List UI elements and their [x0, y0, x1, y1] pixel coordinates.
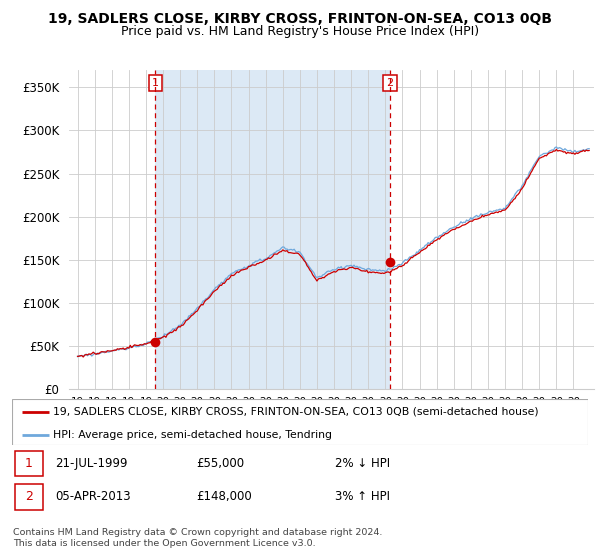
Text: 2: 2 — [25, 491, 32, 503]
Text: 3% ↑ HPI: 3% ↑ HPI — [335, 491, 389, 503]
Text: 05-APR-2013: 05-APR-2013 — [55, 491, 131, 503]
Bar — [15, 484, 43, 510]
Text: 1: 1 — [152, 78, 159, 88]
Bar — [15, 451, 43, 477]
Text: 1: 1 — [25, 457, 32, 470]
Text: 21-JUL-1999: 21-JUL-1999 — [55, 457, 128, 470]
Text: 2% ↓ HPI: 2% ↓ HPI — [335, 457, 389, 470]
Bar — [155, 70, 390, 389]
Text: This data is licensed under the Open Government Licence v3.0.: This data is licensed under the Open Gov… — [13, 539, 316, 548]
Text: Price paid vs. HM Land Registry's House Price Index (HPI): Price paid vs. HM Land Registry's House … — [121, 25, 479, 38]
Text: HPI: Average price, semi-detached house, Tendring: HPI: Average price, semi-detached house,… — [53, 430, 332, 440]
Text: 2: 2 — [386, 78, 394, 88]
Text: Contains HM Land Registry data © Crown copyright and database right 2024.: Contains HM Land Registry data © Crown c… — [13, 528, 383, 536]
Text: 19, SADLERS CLOSE, KIRBY CROSS, FRINTON-ON-SEA, CO13 0QB: 19, SADLERS CLOSE, KIRBY CROSS, FRINTON-… — [48, 12, 552, 26]
Text: £148,000: £148,000 — [196, 491, 252, 503]
Text: 19, SADLERS CLOSE, KIRBY CROSS, FRINTON-ON-SEA, CO13 0QB (semi-detached house): 19, SADLERS CLOSE, KIRBY CROSS, FRINTON-… — [53, 407, 539, 417]
Text: £55,000: £55,000 — [196, 457, 244, 470]
